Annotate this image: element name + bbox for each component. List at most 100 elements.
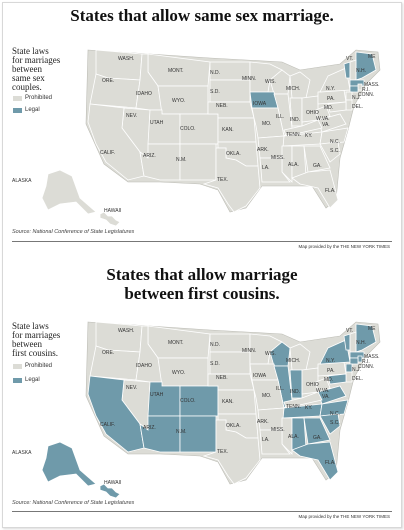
state-label-n-m: N.M. [176,157,187,163]
state-label-nev: NEV. [126,113,137,119]
state-label-s-d: S.D. [210,89,220,95]
state-label-ala: ALA. [288,434,299,440]
state-label-ore: ORE. [102,78,114,84]
state-ky [283,119,323,137]
state-fla [291,441,339,481]
state-tex [202,419,261,485]
state-conn [349,357,359,365]
state-s-c [319,413,341,435]
state-label-alaska: ALASKA [12,450,32,456]
state-label-ohio: OHIO [306,110,319,116]
state-wash [95,321,143,353]
state-hawaii [99,483,121,499]
panel1-legend-legal: Legal [13,107,40,113]
state-label-minn: MINN. [242,348,256,354]
state-label-ohio: OHIO [306,382,319,388]
legend-label: Prohibited [25,95,53,101]
panel1-us-map: WASH. MONT. N.D. ORE. IDAHO WYO. S.D. MINN. WIS.… [12,49,381,227]
state-label-wyo: WYO. [172,98,185,104]
state-md [327,373,347,385]
panel1-credit: Map provided by the THE NEW YORK TIMES [298,244,390,249]
panel2-source: Source: National Conference of State Leg… [12,500,135,506]
state-w-va [315,105,331,123]
state-alaska [41,441,97,487]
state-label-ky: KY. [305,405,312,411]
state-label-tenn: TENN. [286,132,301,138]
panel2-title-line2: between first cousins. [124,284,280,303]
state-label-wis: WIS. [265,79,276,85]
state-ga [303,417,331,445]
state-label-ind: IND. [290,389,300,395]
state-label-del: DEL. [352,376,363,382]
state-label-mo: MO. [262,393,271,399]
state-label-ill: ILL. [276,386,284,392]
state-label-conn: CONN. [358,92,374,98]
state-label-ill: ILL. [276,114,284,120]
state-label-utah: UTAH [150,120,164,126]
legal-swatch [13,377,22,383]
state-label-ga: GA. [313,435,322,441]
state-label-fla: FLA. [325,460,336,466]
panel1-legend-prohibited: Prohibited [13,95,52,101]
state-label-nev: NEV. [126,385,137,391]
state-label-iowa: IOWA [253,101,267,107]
state-label-ind: IND. [290,117,300,123]
panel1-divider [12,241,392,242]
state-label-tenn: TENN. [286,404,301,410]
state-label-okla: OKLA. [226,151,241,157]
state-label-vt: VT. [346,56,353,62]
state-utah [147,109,181,145]
state-label-miss: MISS. [271,155,285,161]
state-label-mich: MICH. [286,358,300,364]
state-utah [147,381,181,417]
state-label-miss: MISS. [271,427,285,433]
state-label-n-y: N.Y. [326,86,335,92]
state-label-ariz: ARIZ. [143,153,156,159]
state-label-neb: NEB. [216,103,228,109]
panel1-title: States that allow same sex marriage. [70,6,334,25]
state-label-fla: FLA. [325,188,336,194]
state-label-kan: KAN. [222,127,234,133]
state-alaska [41,169,97,215]
state-label-calif: CALIF. [100,150,115,156]
state-ga [303,145,331,173]
state-label-n-d: N.D. [210,70,220,76]
state-label-wash: WASH. [118,328,134,334]
state-calif [87,375,145,453]
state-label-iowa: IOWA [253,373,267,379]
state-label-md: MD. [324,105,333,111]
legend-label: Legal [25,107,40,113]
state-label-r-i: R.I. [362,359,370,365]
state-label-n-h: N.H. [356,68,366,74]
state-calif [87,103,145,181]
state-w-va [315,377,331,395]
panel1-legend-title: State laws for marriages between same se… [12,46,61,92]
panel2-legend-title: State laws for marriages between first c… [12,321,61,358]
panel2-legend-legal: Legal [13,377,40,383]
state-tex [202,147,261,213]
legend-label: Prohibited [25,363,53,369]
state-label-ky: KY. [305,133,312,139]
state-label-del: DEL. [352,104,363,110]
state-label-ala: ALA. [288,162,299,168]
state-label-s-c: S.C. [330,420,340,426]
state-label-va: VA. [322,394,330,400]
state-label-minn: MINN. [242,76,256,82]
state-label-md: MD. [324,377,333,383]
state-label-n-c: N.C. [330,139,340,145]
state-n-c [319,127,349,145]
state-label-me: ME [368,326,376,332]
state-label-alaska: ALASKA [12,178,32,184]
panel2-us-map: WASH. MONT. N.D. ORE. IDAHO WYO. S.D. MINN. WIS.… [12,321,381,499]
state-la [259,429,291,455]
state-label-n-m: N.M. [176,429,187,435]
state-label-r-i: R.I. [362,87,370,93]
state-label-s-d: S.D. [210,361,220,367]
panel2-divider [12,511,392,512]
state-ky [283,391,323,409]
state-label-okla: OKLA. [226,423,241,429]
state-label-va: VA. [322,122,330,128]
state-hawaii [99,211,121,227]
state-label-colo: COLO. [180,398,196,404]
state-label-utah: UTAH [150,392,164,398]
